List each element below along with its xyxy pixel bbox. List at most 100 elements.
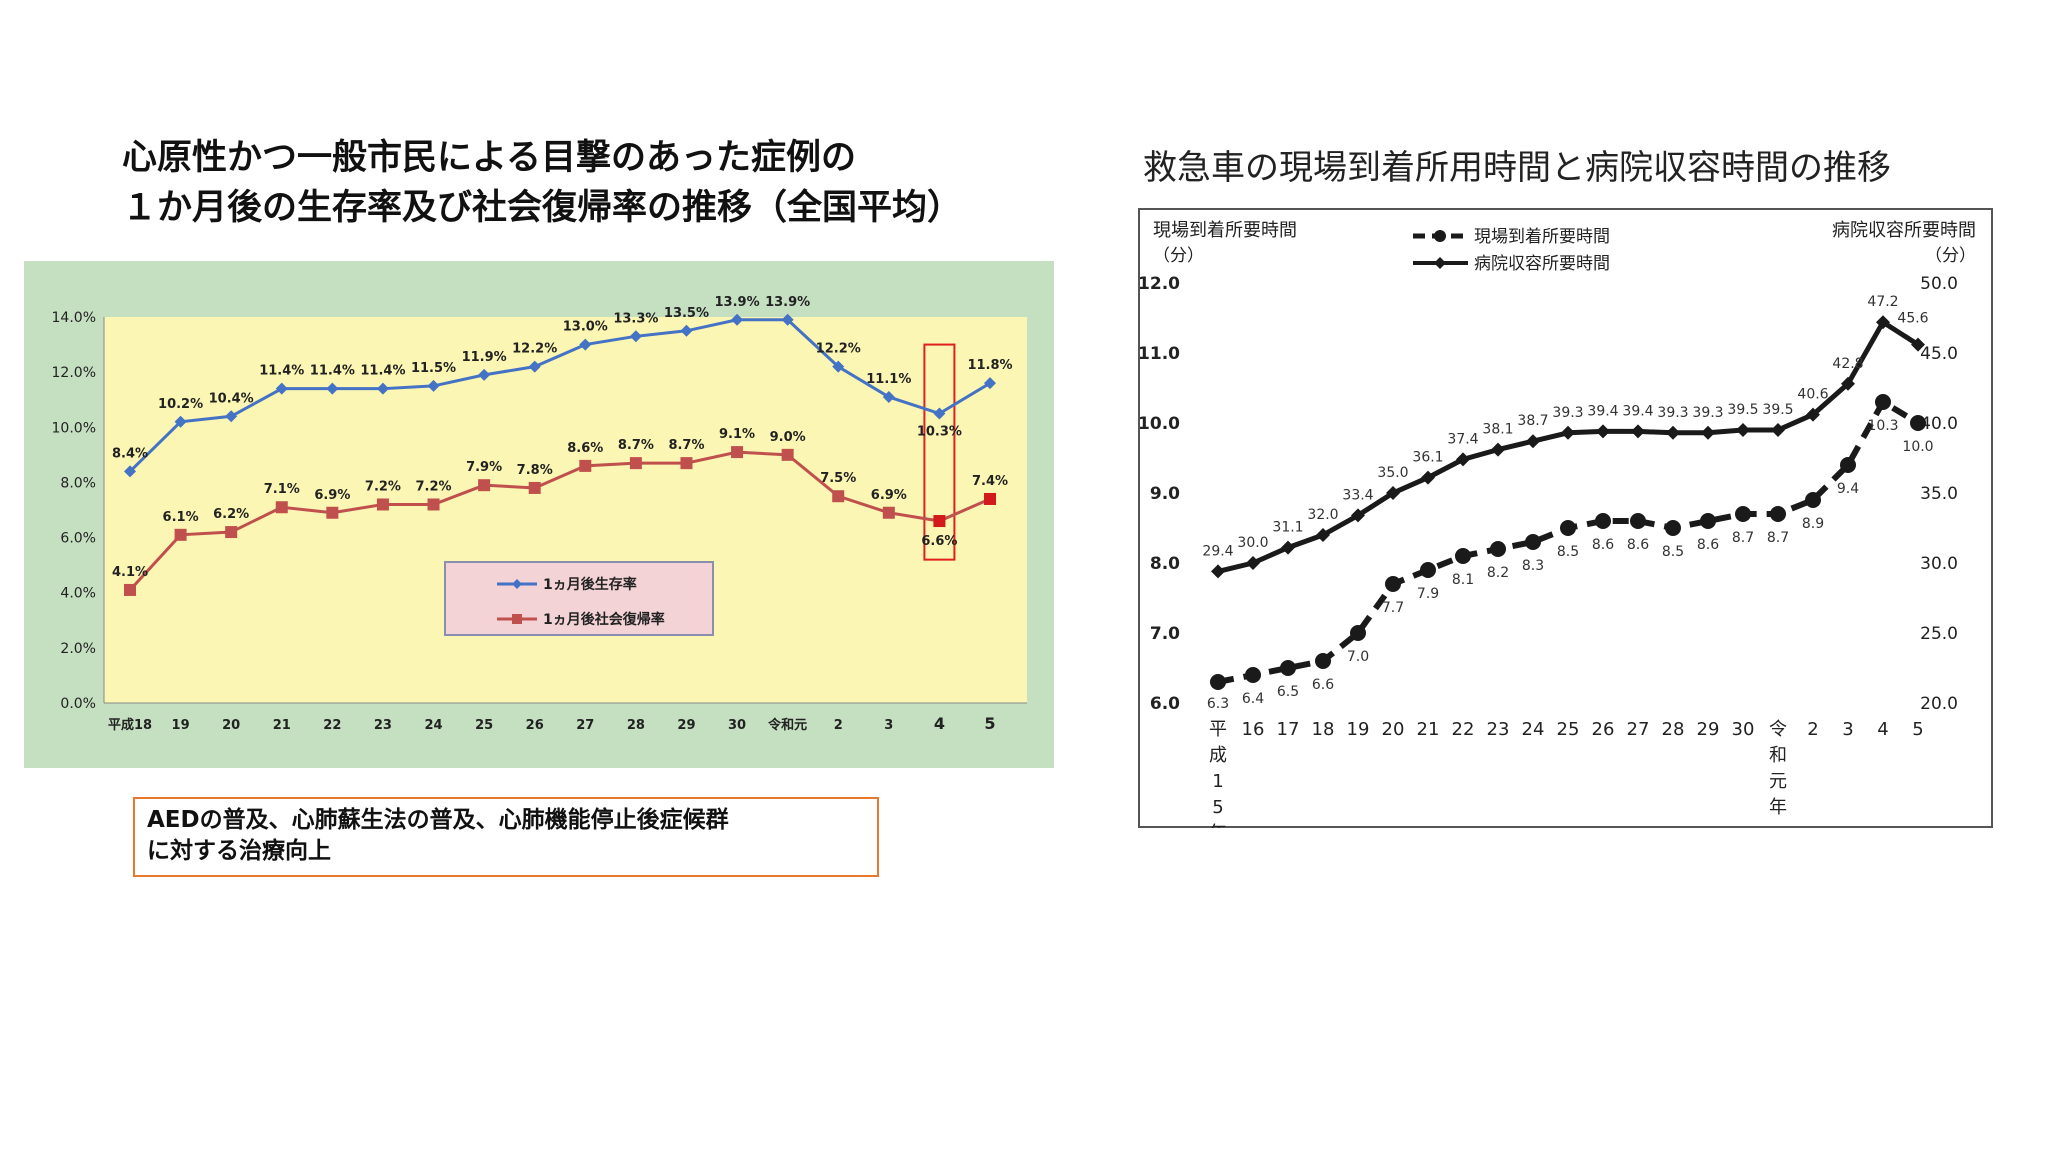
arrival-time-point	[1245, 667, 1261, 683]
note-box: AEDの普及、心肺蘇生法の普及、心肺機能停止後症候群 に対する治療向上	[133, 797, 879, 877]
data-label: 8.6%	[567, 441, 603, 456]
left-y-tick-label: 12.0	[1138, 274, 1180, 294]
note-line-1: AEDの普及、心肺蘇生法の普及、心肺機能停止後症候群	[147, 807, 729, 833]
y-tick-label: 10.0%	[52, 420, 96, 436]
x-tick-label: 27	[576, 718, 594, 733]
right-y-tick-label: 20.0	[1920, 694, 1958, 714]
x-tick-label: 5	[984, 714, 995, 733]
arrival-data-label: 8.6	[1592, 537, 1614, 553]
x-tick-label: 2	[1807, 719, 1818, 740]
social-return-point	[174, 528, 187, 541]
x-tick-label: 25	[475, 718, 493, 733]
social-return-point	[933, 515, 946, 528]
x-tick-label: 22	[323, 718, 341, 733]
left-axis-title: 現場到着所要時間	[1153, 220, 1297, 241]
hospital-time-point	[1246, 556, 1260, 570]
arrival-data-label: 6.6	[1312, 677, 1334, 693]
hospital-time-point	[1841, 376, 1855, 391]
arrival-data-label: 10.0	[1902, 439, 1933, 455]
left-y-tick-label: 8.0	[1150, 554, 1180, 574]
x-tick-label: 28	[1662, 719, 1685, 740]
data-label: 6.6%	[921, 534, 957, 549]
survival-rate-point	[376, 382, 389, 395]
legend-label-1: 1ヵ月後生存率	[543, 576, 637, 593]
survival-rate-point	[124, 465, 136, 478]
arrival-time-point	[1735, 506, 1751, 522]
x-tick-label: 5	[1212, 797, 1223, 818]
x-tick-label: 年	[1769, 797, 1787, 818]
data-label: 4.1%	[112, 565, 148, 580]
arrival-time-point	[1840, 457, 1856, 473]
social-return-point	[326, 506, 339, 519]
data-label: 6.9%	[314, 488, 350, 503]
hospital-data-label: 29.4	[1202, 543, 1233, 559]
social-return-point	[124, 583, 136, 596]
data-label: 8.7%	[668, 438, 704, 453]
hospital-time-point	[1911, 337, 1925, 352]
y-tick-label: 8.0%	[60, 475, 96, 491]
survival-rate-point	[579, 338, 592, 351]
x-tick-label: 1	[1212, 771, 1223, 792]
hospital-data-label: 31.1	[1272, 520, 1303, 536]
left-chart-title: 心原性かつ一般市民による目撃のあった症例の １か月後の生存率及び社会復帰率の推移…	[122, 133, 1082, 233]
data-label: 13.9%	[715, 295, 760, 310]
data-label: 6.9%	[871, 488, 907, 503]
data-label: 8.7%	[618, 438, 654, 453]
survival-rate-point	[781, 313, 794, 326]
survival-rate-point	[174, 415, 187, 428]
hospital-data-label: 39.3	[1552, 405, 1583, 421]
x-tick-label: 30	[1732, 719, 1755, 740]
right-y-tick-label: 50.0	[1920, 274, 1958, 294]
x-tick-label: 和	[1769, 745, 1787, 766]
x-tick-label: 22	[1452, 719, 1475, 740]
series-line-2	[128, 450, 991, 591]
social-return-point	[781, 448, 794, 461]
arrival-time-point	[1560, 520, 1576, 536]
data-label: 7.5%	[820, 471, 856, 486]
arrival-time-point	[1315, 653, 1331, 669]
x-tick-label: 23	[374, 718, 392, 733]
data-label: 12.2%	[512, 342, 557, 357]
x-tick-label: 21	[273, 718, 291, 733]
x-tick-label: 24	[424, 718, 442, 733]
arrival-data-label: 7.0	[1347, 649, 1369, 665]
arrival-time-point	[1210, 674, 1226, 690]
survival-rate-point	[680, 324, 693, 337]
data-label: 10.2%	[158, 397, 203, 412]
hospital-time-point	[1281, 540, 1295, 555]
arrival-time-point	[1385, 576, 1401, 592]
y-tick-label: 6.0%	[60, 531, 96, 547]
hospital-data-label: 39.3	[1657, 405, 1688, 421]
hospital-data-label: 35.0	[1377, 465, 1408, 481]
arrival-time-point	[1665, 520, 1681, 536]
x-tick-label: 20	[1382, 719, 1405, 740]
arrival-data-label: 8.6	[1697, 537, 1719, 553]
left-title-line-1: 心原性かつ一般市民による目撃のあった症例の	[122, 138, 856, 178]
arrival-time-point	[1420, 562, 1436, 578]
data-label: 6.2%	[213, 507, 249, 522]
hospital-time-point	[1736, 423, 1750, 437]
hospital-time-point	[1421, 470, 1435, 485]
arrival-data-label: 6.3	[1207, 696, 1229, 712]
hospital-time-point	[1351, 508, 1365, 523]
survival-rate-chart: 0.0% 2.0% 4.0% 6.0% 8.0% 10.0% 12.0% 14.0% 平成18 1…	[24, 261, 1054, 768]
hospital-data-label: 39.3	[1692, 405, 1723, 421]
social-return-point	[882, 506, 895, 519]
legend-marker-dashed	[1434, 230, 1446, 242]
survival-rate-point	[629, 330, 642, 343]
arrival-time-point	[1280, 660, 1296, 676]
right-axis-title: 病院収容所要時間	[1832, 220, 1976, 241]
social-return-point	[680, 457, 693, 470]
social-return-point	[427, 498, 440, 511]
data-label: 13.9%	[765, 295, 810, 310]
x-tick-label: 年	[1209, 823, 1227, 828]
hospital-time-point	[1701, 425, 1715, 440]
data-label: 11.4%	[360, 364, 405, 379]
data-label: 6.1%	[163, 510, 199, 525]
arrival-data-label: 8.5	[1557, 544, 1579, 560]
legend-marker-2	[512, 614, 522, 624]
x-tick-label: 4	[934, 714, 945, 733]
arrival-time-point	[1875, 394, 1891, 410]
arrival-time-point	[1525, 534, 1541, 550]
data-label: 9.1%	[719, 427, 755, 442]
